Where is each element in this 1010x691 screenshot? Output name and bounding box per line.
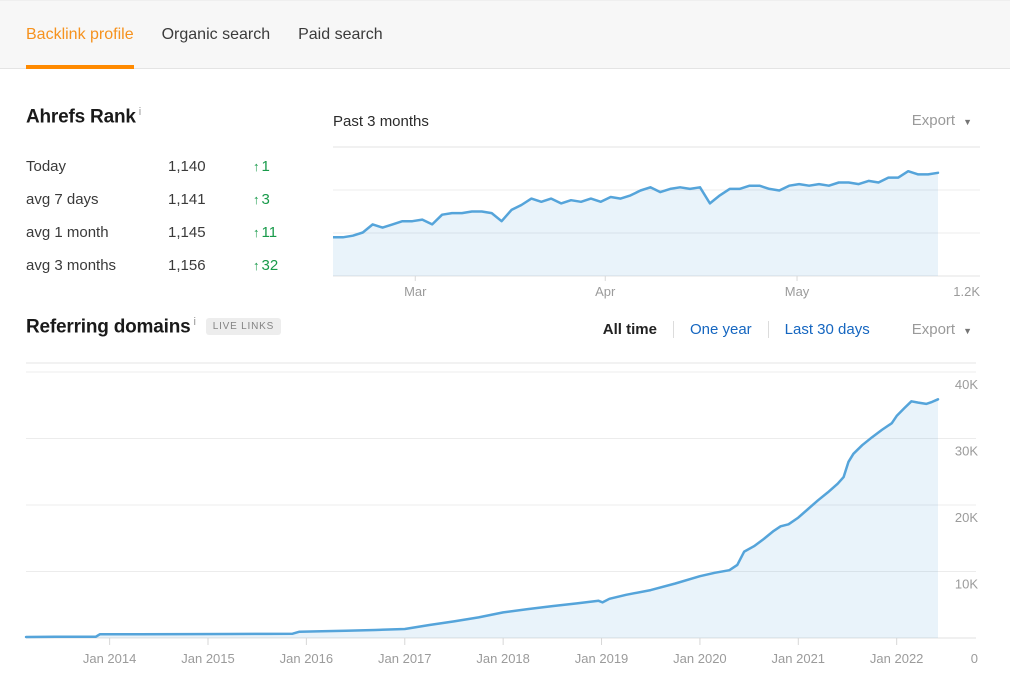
x-axis-label: May bbox=[785, 284, 810, 299]
ahrefs-rank-chart[interactable]: Mar Apr May 1.2K bbox=[333, 140, 1010, 305]
rank-row-value: 1,156 bbox=[168, 257, 206, 274]
y-axis-label: 10K bbox=[955, 577, 978, 592]
x-axis-label: Jan 2021 bbox=[772, 651, 826, 666]
tab-paid-search[interactable]: Paid search bbox=[298, 25, 383, 43]
tab-organic-search[interactable]: Organic search bbox=[161, 25, 271, 43]
referring-domains-title: Referring domains i LIVE LINKS bbox=[26, 316, 282, 338]
y-axis-label: 0 bbox=[971, 651, 978, 666]
x-axis-label: Mar bbox=[404, 284, 427, 299]
caret-down-icon: ▼ bbox=[963, 325, 972, 336]
rank-row-today: Today 1,140 ↑ 1 bbox=[26, 150, 331, 183]
rank-row-value: 1,145 bbox=[168, 224, 206, 241]
y-axis-label: 40K bbox=[955, 377, 978, 392]
divider bbox=[672, 321, 674, 338]
range-tab-all-time[interactable]: All time bbox=[602, 321, 657, 338]
export-label: Export bbox=[911, 321, 956, 338]
divider bbox=[767, 321, 769, 338]
rank-row-label: avg 7 days bbox=[26, 191, 99, 208]
x-axis-label: Jan 2020 bbox=[673, 651, 727, 666]
rank-row-value: 1,141 bbox=[168, 191, 206, 208]
y-axis-label: 20K bbox=[955, 510, 978, 525]
x-axis-label: Jan 2016 bbox=[280, 651, 334, 666]
caret-down-icon: ▼ bbox=[963, 116, 972, 127]
live-links-badge: LIVE LINKS bbox=[205, 318, 282, 336]
area-fill bbox=[26, 399, 938, 638]
referring-domains-title-text: Referring domains bbox=[26, 316, 191, 338]
x-axis-label: Jan 2018 bbox=[476, 651, 530, 666]
up-arrow-icon: ↑ bbox=[253, 258, 260, 273]
ahrefs-rank-title-text: Ahrefs Rank bbox=[26, 106, 136, 128]
y-axis-label: 1.2K bbox=[953, 284, 980, 299]
referring-domains-chart[interactable]: Jan 2014 Jan 2015 Jan 2016 Jan 2017 Jan 2018… bbox=[0, 352, 1010, 691]
rank-export-button[interactable]: Export ▼ bbox=[912, 112, 972, 129]
up-arrow-icon: ↑ bbox=[253, 192, 260, 207]
rank-row-change: ↑ 3 bbox=[253, 191, 270, 208]
rank-row-change-value: 32 bbox=[261, 257, 279, 274]
rank-row-label: Today bbox=[26, 158, 67, 175]
trend-line bbox=[24, 398, 940, 639]
rank-row-change-value: 11 bbox=[261, 224, 278, 241]
rank-row-change: ↑ 11 bbox=[253, 224, 277, 241]
domains-range-controls: All time One year Last 30 days Export ▼ bbox=[603, 321, 972, 338]
export-label: Export bbox=[911, 112, 956, 129]
info-icon[interactable]: i bbox=[193, 316, 196, 328]
x-axis-label: Jan 2017 bbox=[378, 651, 432, 666]
rank-row-change: ↑ 32 bbox=[253, 257, 278, 274]
up-arrow-icon: ↑ bbox=[253, 159, 260, 174]
rank-row-change-value: 3 bbox=[261, 191, 270, 208]
tab-backlink-profile[interactable]: Backlink profile bbox=[26, 1, 134, 69]
info-icon[interactable]: i bbox=[138, 106, 141, 118]
rank-row-avg-1-month: avg 1 month 1,145 ↑ 11 bbox=[26, 216, 331, 249]
area-fill bbox=[333, 171, 938, 276]
x-axis-label: Jan 2019 bbox=[575, 651, 629, 666]
up-arrow-icon: ↑ bbox=[253, 225, 260, 240]
trend-line bbox=[333, 169, 940, 239]
rank-row-change-value: 1 bbox=[261, 158, 270, 175]
rank-row-label: avg 1 month bbox=[26, 224, 109, 241]
ahrefs-rank-table: Today 1,140 ↑ 1 avg 7 days 1,141 ↑ 3 avg 1 month… bbox=[26, 150, 331, 282]
x-axis-label: Jan 2014 bbox=[83, 651, 137, 666]
x-axis-label: Apr bbox=[595, 284, 616, 299]
range-tab-one-year[interactable]: One year bbox=[689, 321, 752, 338]
x-axis-label: Jan 2015 bbox=[181, 651, 235, 666]
x-axis-label: Jan 2022 bbox=[870, 651, 924, 666]
ahrefs-rank-title: Ahrefs Rank i bbox=[26, 106, 141, 128]
rank-row-label: avg 3 months bbox=[26, 257, 117, 274]
rank-row-avg-3-months: avg 3 months 1,156 ↑ 32 bbox=[26, 249, 331, 282]
section-tab-bar: Backlink profile Organic search Paid searc… bbox=[0, 0, 1010, 69]
y-axis-label: 30K bbox=[955, 444, 978, 459]
rank-chart-range-label: Past 3 months bbox=[333, 113, 429, 130]
rank-row-avg-7-days: avg 7 days 1,141 ↑ 3 bbox=[26, 183, 331, 216]
domains-export-button[interactable]: Export ▼ bbox=[912, 321, 972, 338]
rank-row-change: ↑ 1 bbox=[253, 158, 270, 175]
rank-row-value: 1,140 bbox=[168, 158, 206, 175]
range-tab-last-30-days[interactable]: Last 30 days bbox=[784, 321, 870, 338]
